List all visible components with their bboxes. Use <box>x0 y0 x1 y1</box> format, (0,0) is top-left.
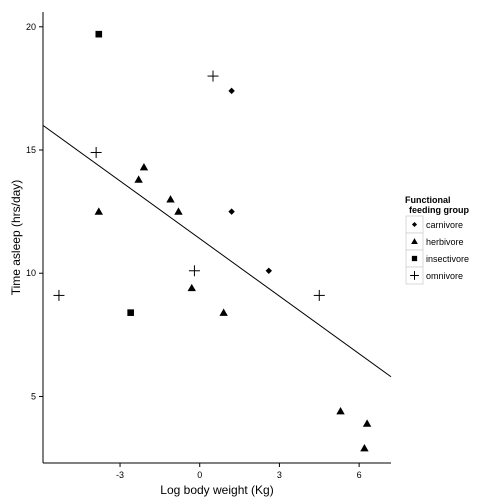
y-axis-label: Time asleep (hrs/day) <box>9 180 23 296</box>
y-tick-label: 20 <box>26 22 36 32</box>
legend-label: herbivore <box>426 237 464 247</box>
legend-title-line-2: feeding group <box>409 205 469 215</box>
axes <box>42 12 391 464</box>
insectivore-legend-marker <box>411 255 418 262</box>
carnivore-legend-marker <box>411 221 418 228</box>
trend-line <box>42 124 392 378</box>
herbivore-point <box>219 308 228 316</box>
omnivore-point <box>207 70 219 82</box>
carnivore-point <box>228 87 235 95</box>
insectivore-point <box>95 30 103 38</box>
legend-items: carnivore herbivore insectivore omnivore <box>405 215 469 285</box>
herbivore-legend-marker <box>411 238 418 245</box>
omnivore-legend-marker <box>410 271 419 280</box>
herbivore-point <box>336 407 345 415</box>
herbivore-point <box>362 419 372 427</box>
legend-title-line-1: Functional <box>405 195 451 205</box>
herbivore-point <box>134 175 143 183</box>
herbivore-point <box>187 283 196 292</box>
legend-label: insectivore <box>426 254 469 264</box>
y-tick-label: 5 <box>31 391 36 401</box>
insectivore-point <box>127 309 134 316</box>
data-points <box>53 30 372 452</box>
x-tick-label: -3 <box>116 470 124 480</box>
carnivore-point <box>228 208 235 215</box>
herbivore-point <box>139 163 149 171</box>
x-tick-label: 6 <box>357 470 362 480</box>
herbivore-point <box>174 207 183 215</box>
legend-label: carnivore <box>426 220 463 230</box>
legend-label: omnivore <box>426 271 463 281</box>
legend-item-insectivore: insectivore <box>405 249 469 268</box>
herbivore-point <box>166 195 175 203</box>
carnivore-point <box>265 267 273 274</box>
legend-item-omnivore: omnivore <box>405 266 463 285</box>
x-axis-label: Log body weight (Kg) <box>160 483 273 497</box>
omnivore-point <box>188 265 200 277</box>
y-tick-label: 10 <box>26 268 36 278</box>
legend-item-herbivore: herbivore <box>405 232 464 251</box>
omnivore-point <box>53 289 65 301</box>
legend: Functional feeding group carnivore herbiv… <box>405 195 469 285</box>
omnivore-point <box>313 289 325 301</box>
herbivore-point <box>94 207 103 215</box>
x-tick-label: 3 <box>277 470 282 480</box>
axis-ticks: -3 0 3 6 5 10 15 20 <box>26 22 362 480</box>
omnivore-point <box>90 146 102 158</box>
legend-item-carnivore: carnivore <box>405 215 463 234</box>
x-tick-label: 0 <box>197 470 202 480</box>
herbivore-point <box>360 444 369 452</box>
y-tick-label: 15 <box>26 145 36 155</box>
